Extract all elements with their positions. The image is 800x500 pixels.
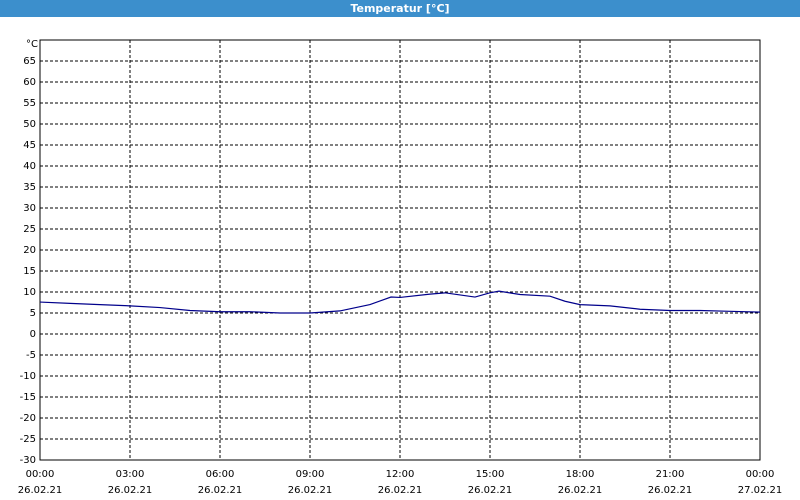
y-tick-label: -25 bbox=[20, 434, 36, 445]
x-tick-label: 09:00 bbox=[296, 469, 325, 480]
x-tick-label: 21:00 bbox=[656, 469, 685, 480]
x-tick-date: 26.02.21 bbox=[378, 485, 423, 496]
y-tick-label: 60 bbox=[23, 77, 36, 88]
y-tick-label: 25 bbox=[23, 224, 36, 235]
y-tick-label: 10 bbox=[23, 287, 36, 298]
x-tick-date: 27.02.21 bbox=[738, 485, 783, 496]
y-tick-label: 50 bbox=[23, 119, 36, 130]
y-tick-label: -10 bbox=[20, 371, 36, 382]
x-tick-label: 03:00 bbox=[116, 469, 145, 480]
y-tick-label: -5 bbox=[26, 350, 36, 361]
y-tick-label: 45 bbox=[23, 140, 36, 151]
y-tick-label: 35 bbox=[23, 182, 36, 193]
x-tick-label: 06:00 bbox=[206, 469, 235, 480]
y-tick-label: 55 bbox=[23, 98, 36, 109]
y-tick-label: -20 bbox=[20, 413, 36, 424]
y-tick-label: 30 bbox=[23, 203, 36, 214]
x-tick-label: 12:00 bbox=[386, 469, 415, 480]
x-tick-label: 15:00 bbox=[476, 469, 505, 480]
x-tick-date: 26.02.21 bbox=[108, 485, 153, 496]
x-tick-date: 26.02.21 bbox=[288, 485, 333, 496]
y-tick-label: 15 bbox=[23, 266, 36, 277]
title-bar: Temperatur [°C] bbox=[0, 0, 800, 17]
x-tick-label: 18:00 bbox=[566, 469, 595, 480]
data-line bbox=[39, 290, 761, 314]
y-tick-label: -30 bbox=[20, 455, 36, 466]
y-tick-label: -15 bbox=[20, 392, 36, 403]
x-tick-label: 00:00 bbox=[26, 469, 55, 480]
x-tick-date: 26.02.21 bbox=[558, 485, 603, 496]
y-tick-label: 40 bbox=[23, 161, 36, 172]
y-axis-label: °C bbox=[26, 39, 38, 50]
x-tick-date: 26.02.21 bbox=[18, 485, 63, 496]
x-tick-date: 26.02.21 bbox=[648, 485, 693, 496]
y-tick-label: 65 bbox=[23, 56, 36, 67]
x-tick-date: 26.02.21 bbox=[468, 485, 513, 496]
x-tick-label: 00:00 bbox=[746, 469, 775, 480]
y-tick-label: 20 bbox=[23, 245, 36, 256]
x-tick-date: 26.02.21 bbox=[198, 485, 243, 496]
y-tick-label: 0 bbox=[30, 329, 36, 340]
y-tick-label: 5 bbox=[30, 308, 36, 319]
